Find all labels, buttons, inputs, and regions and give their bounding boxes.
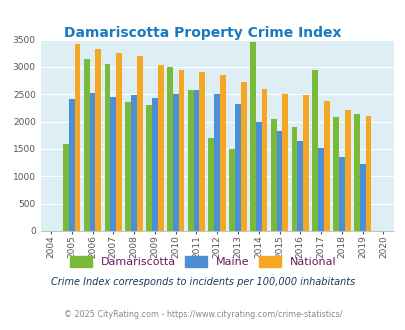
Bar <box>255 122 261 231</box>
Bar <box>178 70 184 231</box>
Bar <box>291 127 297 231</box>
Bar <box>199 72 205 231</box>
Bar <box>240 82 246 231</box>
Bar <box>323 101 329 231</box>
Bar <box>110 97 116 231</box>
Bar <box>125 103 131 231</box>
Bar <box>359 164 364 231</box>
Bar <box>214 94 220 231</box>
Bar <box>364 115 371 231</box>
Legend: Damariscotta, Maine, National: Damariscotta, Maine, National <box>65 251 340 272</box>
Text: © 2025 CityRating.com - https://www.cityrating.com/crime-statistics/: © 2025 CityRating.com - https://www.city… <box>64 310 341 319</box>
Bar <box>90 93 95 231</box>
Bar <box>234 104 240 231</box>
Bar <box>166 67 172 231</box>
Bar <box>333 117 338 231</box>
Bar <box>193 90 199 231</box>
Bar <box>136 56 143 231</box>
Bar <box>311 70 318 231</box>
Bar <box>208 138 214 231</box>
Bar <box>318 148 323 231</box>
Text: Crime Index corresponds to incidents per 100,000 inhabitants: Crime Index corresponds to incidents per… <box>51 278 354 287</box>
Bar <box>297 141 303 231</box>
Bar <box>95 49 101 231</box>
Bar <box>63 144 69 231</box>
Bar <box>172 94 178 231</box>
Bar <box>75 44 80 231</box>
Bar <box>131 95 136 231</box>
Bar <box>220 75 225 231</box>
Bar <box>303 95 308 231</box>
Bar <box>270 119 276 231</box>
Bar <box>276 131 282 231</box>
Bar <box>146 105 151 231</box>
Bar <box>261 89 267 231</box>
Bar <box>116 53 122 231</box>
Bar <box>104 64 110 231</box>
Bar <box>344 110 350 231</box>
Bar <box>353 114 359 231</box>
Bar <box>187 90 193 231</box>
Bar <box>249 42 255 231</box>
Bar <box>83 59 90 231</box>
Bar <box>158 65 163 231</box>
Bar <box>338 157 344 231</box>
Bar <box>282 94 288 231</box>
Bar <box>229 149 234 231</box>
Bar <box>151 98 158 231</box>
Bar <box>69 99 75 231</box>
Text: Damariscotta Property Crime Index: Damariscotta Property Crime Index <box>64 26 341 40</box>
